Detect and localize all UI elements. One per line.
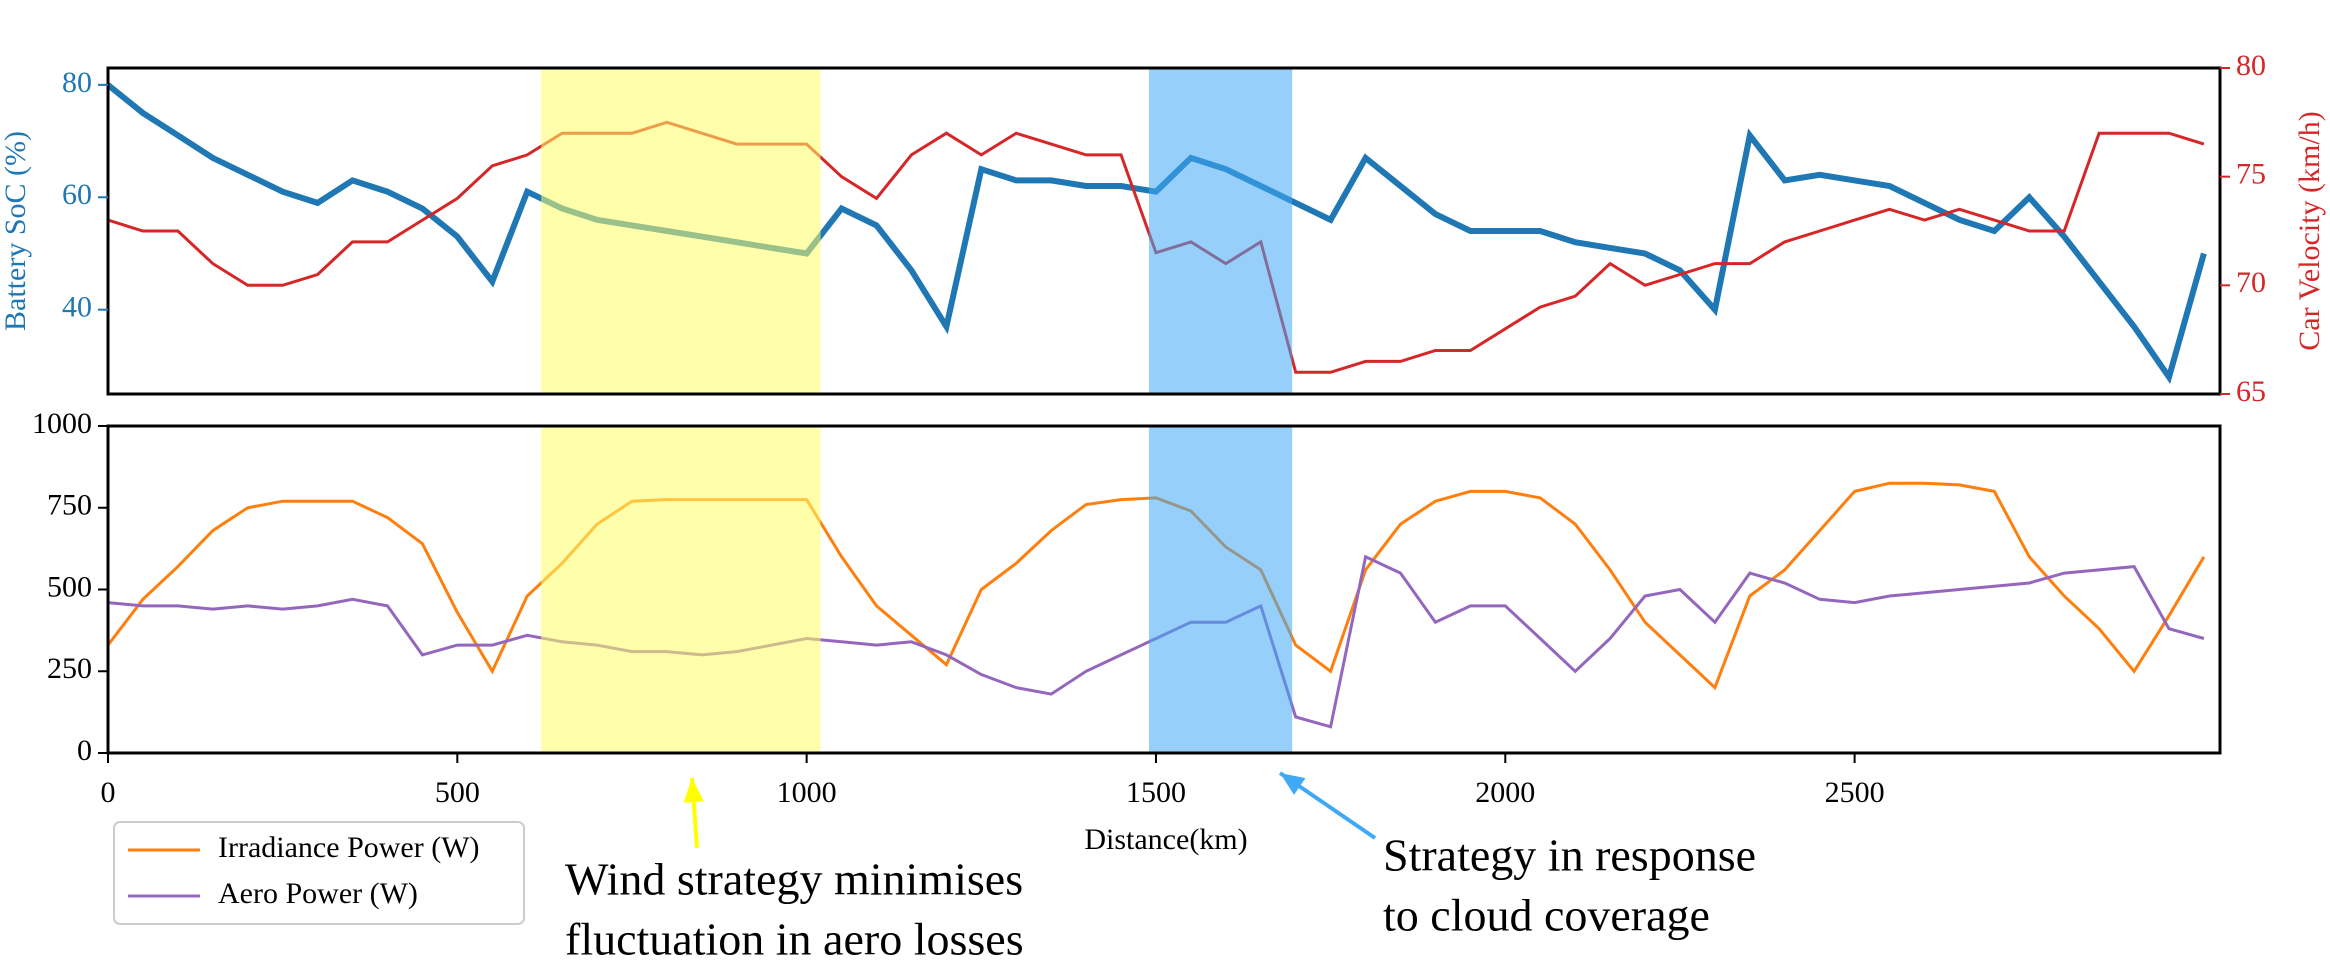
x-axis-label: Distance(km) (1084, 823, 1247, 856)
y2-axis-label: Car Velocity (km/h) (2293, 111, 2326, 350)
highlight-span (541, 68, 821, 394)
y2-tick-label: 70 (2236, 266, 2266, 299)
y-tick-label: 0 (77, 734, 92, 767)
x-tick-label: 2500 (1825, 776, 1885, 809)
y2-tick-label: 65 (2236, 375, 2266, 408)
y2-tick-label: 80 (2236, 49, 2266, 82)
x-tick-label: 1500 (1126, 776, 1186, 809)
annotation-text: Wind strategy minimises (565, 854, 1023, 905)
y-axis-label: Battery SoC (%) (0, 131, 32, 331)
legend-box (113, 821, 525, 925)
annotation-arrowhead (1280, 773, 1306, 795)
legend-label: Aero Power (W) (218, 877, 418, 910)
y-tick-label: 750 (47, 489, 92, 522)
y-tick-label: 500 (47, 570, 92, 603)
plot-frame (106, 66, 2222, 396)
legend-label: Irradiance Power (W) (218, 831, 480, 864)
highlight-span (1148, 68, 1293, 394)
highlight-span (1148, 426, 1293, 753)
annotation-text: to cloud coverage (1383, 890, 1710, 941)
y-tick-label: 40 (62, 291, 92, 324)
annotation-text: Strategy in response (1383, 830, 1756, 881)
y-tick-label: 80 (62, 66, 92, 99)
y-tick-label: 1000 (32, 407, 92, 440)
annotation-text: fluctuation in aero losses (565, 914, 1024, 965)
y2-tick-label: 75 (2236, 158, 2266, 191)
highlight-span (541, 426, 821, 753)
y-tick-label: 60 (62, 178, 92, 211)
y-tick-label: 250 (47, 652, 92, 685)
x-tick-label: 2000 (1475, 776, 1535, 809)
x-tick-label: 1000 (777, 776, 837, 809)
x-tick-label: 500 (435, 776, 480, 809)
x-tick-label: 0 (101, 776, 116, 809)
annotation-arrowhead (683, 778, 704, 803)
